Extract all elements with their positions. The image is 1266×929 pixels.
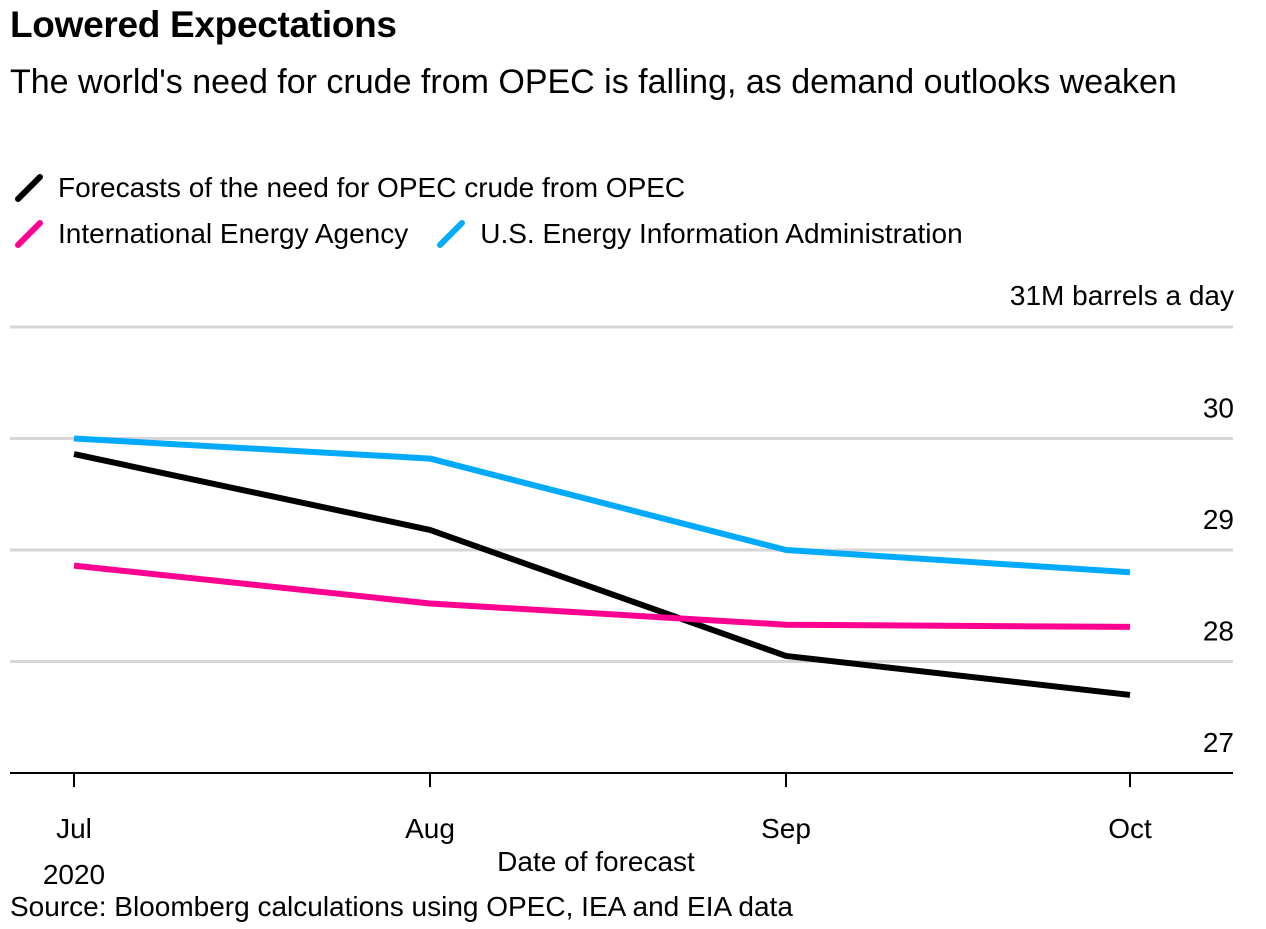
series-line-1: [73, 562, 1131, 630]
x-tick-label: Jul: [56, 813, 92, 844]
legend-label-iea: International Energy Agency: [58, 218, 409, 249]
x-axis-title: Date of forecast: [497, 846, 695, 877]
legend-swatch-opec: [15, 174, 43, 202]
legend-label-eia: U.S. Energy Information Administration: [480, 218, 963, 249]
x-tick-label: Oct: [1108, 813, 1152, 844]
x-tick-sublabel: 2020: [43, 859, 105, 890]
series-line-2: [73, 435, 1131, 576]
source-note: Source: Bloomberg calculations using OPE…: [10, 891, 793, 922]
y-tick-label: 31M barrels a day: [1010, 280, 1234, 311]
legend-item-iea: International Energy Agency: [14, 218, 408, 250]
chart-subtitle: The world's need for crude from OPEC is …: [10, 63, 1177, 101]
y-tick-label: 27: [1203, 727, 1234, 758]
legend-row-1: Forecasts of the need for OPEC crude fro…: [14, 172, 713, 204]
series-line-0: [73, 451, 1131, 698]
x-tick-label: Sep: [761, 813, 811, 844]
x-tick-label: Aug: [405, 813, 455, 844]
y-tick-label: 29: [1203, 504, 1234, 535]
chart-title: Lowered Expectations: [10, 4, 397, 45]
legend-row-2: International Energy Agency U.S. Energy …: [14, 218, 991, 250]
legend-label-opec: Forecasts of the need for OPEC crude fro…: [58, 172, 686, 203]
legend-swatch-eia: [437, 220, 466, 248]
y-tick-label: 30: [1203, 393, 1234, 424]
legend-item-eia: U.S. Energy Information Administration: [436, 218, 963, 250]
y-tick-label: 28: [1203, 616, 1234, 647]
legend-swatch-iea: [15, 220, 43, 248]
legend-item-opec: Forecasts of the need for OPEC crude fro…: [14, 172, 685, 204]
